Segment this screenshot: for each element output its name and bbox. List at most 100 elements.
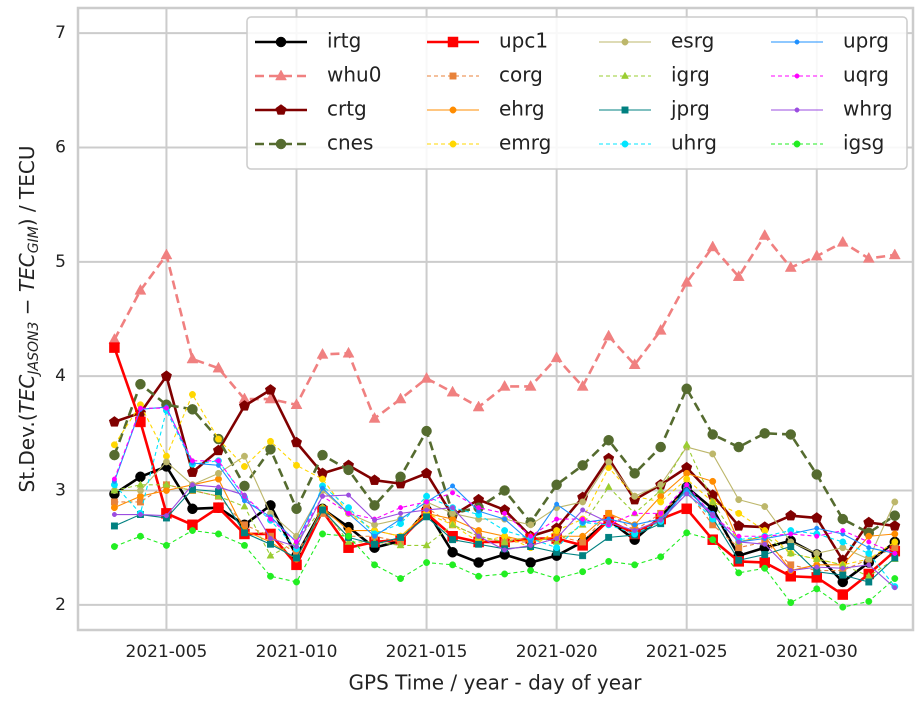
marker: [163, 405, 169, 411]
marker: [579, 538, 587, 546]
marker: [136, 532, 144, 540]
marker: [553, 527, 561, 534]
marker: [267, 572, 274, 580]
marker: [784, 261, 797, 272]
y-tick-label: 6: [55, 137, 66, 157]
marker: [681, 503, 692, 515]
marker: [423, 559, 431, 566]
legend-entry: irtg: [255, 29, 361, 53]
marker: [628, 358, 641, 369]
plot-frame: [76, 6, 915, 632]
marker: [735, 544, 743, 552]
legend-label: emrg: [499, 131, 551, 155]
marker: [346, 510, 352, 516]
marker: [215, 469, 222, 477]
marker: [344, 537, 353, 545]
marker: [550, 351, 563, 363]
marker: [891, 575, 899, 582]
series: [110, 527, 899, 611]
marker: [580, 516, 586, 522]
marker: [892, 550, 898, 556]
marker: [109, 449, 120, 461]
marker: [892, 585, 898, 591]
marker: [110, 543, 118, 550]
marker: [735, 556, 743, 564]
legend-label: upc1: [499, 29, 548, 53]
marker: [840, 528, 846, 534]
legend-label: uqrg: [843, 63, 889, 87]
marker: [241, 463, 248, 470]
marker: [449, 106, 457, 114]
marker: [372, 533, 378, 539]
x-tick-label: 2021-010: [256, 642, 338, 662]
y-label-part: GIM: [26, 226, 42, 253]
marker: [889, 510, 901, 521]
marker: [275, 69, 287, 81]
marker: [605, 533, 613, 541]
marker: [735, 509, 743, 517]
marker: [866, 539, 872, 545]
marker: [239, 480, 250, 492]
marker: [657, 498, 665, 506]
marker: [241, 498, 247, 504]
marker: [215, 458, 221, 464]
marker: [186, 352, 199, 364]
marker: [502, 510, 508, 516]
marker: [606, 520, 612, 526]
marker: [527, 567, 535, 574]
marker: [735, 496, 743, 504]
marker: [889, 520, 901, 531]
marker: [342, 346, 355, 358]
marker: [632, 510, 638, 516]
legend-entry: uprg: [771, 29, 889, 53]
marker: [632, 528, 638, 534]
marker: [681, 383, 692, 394]
marker: [110, 504, 118, 512]
marker: [238, 400, 251, 411]
marker: [837, 589, 849, 600]
marker: [134, 283, 147, 295]
marker: [709, 477, 717, 485]
marker: [762, 541, 768, 547]
marker: [136, 480, 145, 488]
marker: [215, 435, 222, 443]
marker: [657, 492, 665, 500]
marker: [866, 545, 872, 551]
marker: [345, 532, 352, 540]
marker: [449, 536, 457, 544]
marker: [162, 541, 170, 549]
marker: [631, 492, 639, 500]
marker: [528, 533, 534, 539]
legend-entry: uqrg: [771, 63, 889, 87]
marker: [293, 554, 300, 562]
marker: [420, 371, 433, 383]
marker: [605, 557, 613, 565]
marker: [186, 466, 198, 477]
ticks: 2 3 4 5 6 7 2021-005 2021-010 2021-015 2021-020 20…: [55, 23, 858, 662]
legend-label: uprg: [843, 29, 889, 53]
marker: [761, 564, 769, 572]
marker: [294, 544, 299, 550]
marker: [473, 557, 484, 568]
legend-entry: ehrg: [427, 97, 545, 121]
marker: [162, 480, 171, 488]
marker: [319, 530, 326, 538]
marker: [605, 509, 613, 517]
y-tick-label: 2: [55, 595, 66, 615]
legend-label: igsg: [843, 131, 884, 155]
marker: [785, 429, 796, 440]
marker: [423, 513, 431, 521]
x-tick-label: 2021-020: [516, 642, 598, 662]
marker: [761, 551, 769, 558]
marker: [814, 564, 820, 570]
series: [111, 482, 898, 591]
legend-label: jprg: [670, 97, 710, 121]
marker: [787, 599, 795, 607]
legend-label: irtg: [327, 29, 361, 53]
marker: [621, 38, 629, 46]
marker: [189, 527, 196, 534]
y-axis-label: St.Dev.(TECJASON3 − TECGIM) / TECU: [15, 146, 43, 493]
marker: [268, 536, 273, 542]
marker: [554, 536, 560, 542]
legend-label: cnes: [327, 131, 373, 155]
